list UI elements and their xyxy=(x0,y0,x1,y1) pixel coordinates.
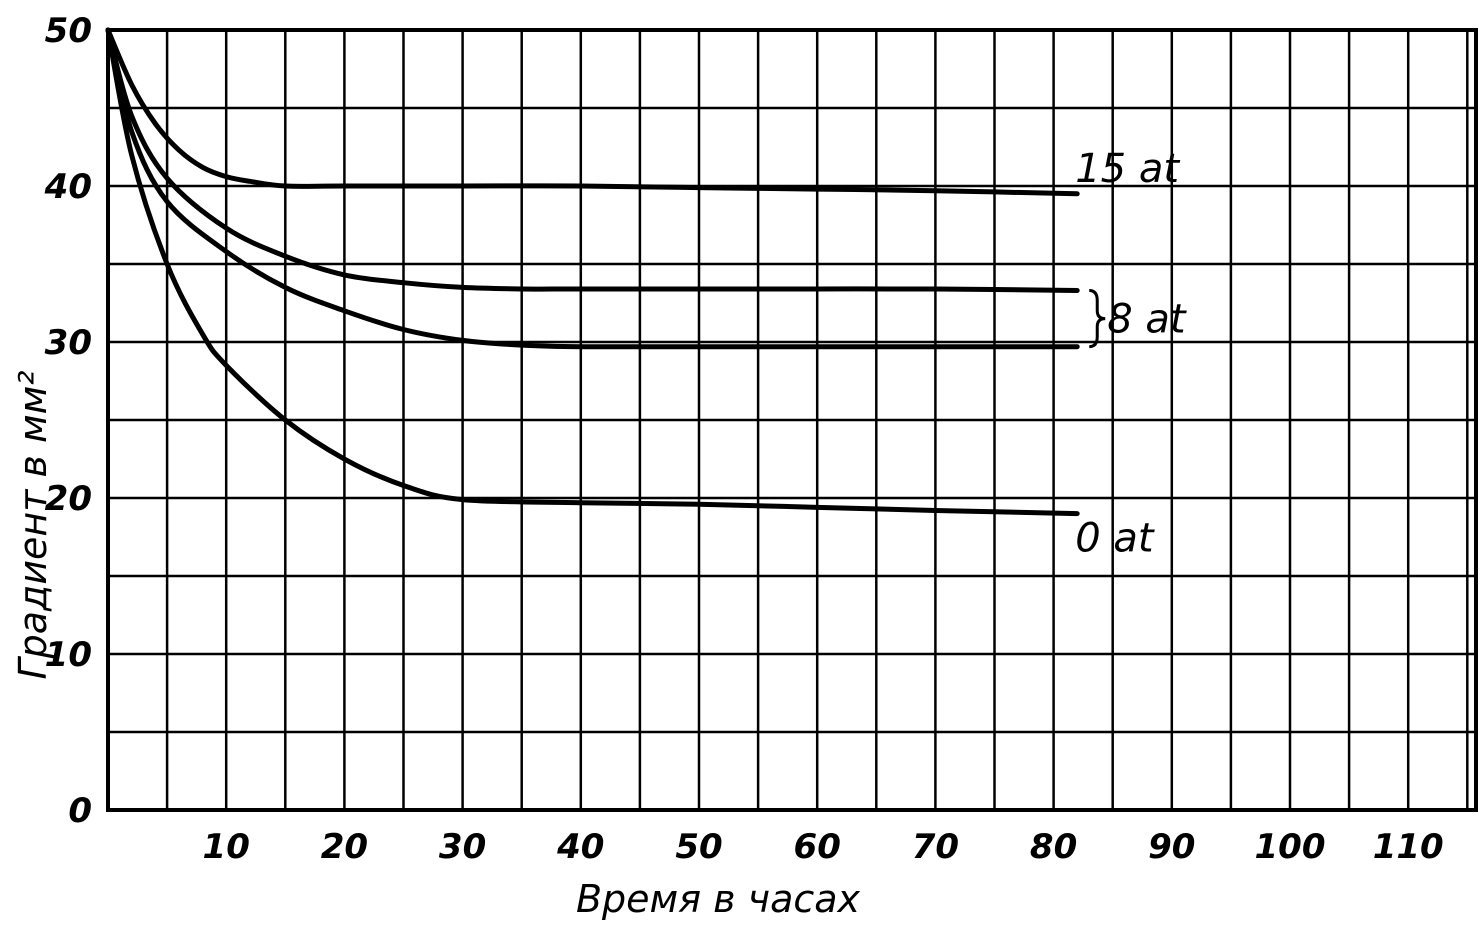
x-tick-label: 40 xyxy=(556,827,604,867)
x-tick-label: 50 xyxy=(675,827,722,867)
y-tick-label: 40 xyxy=(44,167,92,207)
series-line-8at-lower xyxy=(105,27,1080,350)
x-tick-label: 90 xyxy=(1148,827,1195,867)
series-labels: 15 at 8 at 0 at xyxy=(1075,146,1187,562)
x-tick-label: 70 xyxy=(912,827,959,867)
y-tick-label: 10 xyxy=(45,635,92,675)
series-label-15at: 15 at xyxy=(1075,146,1180,192)
series-label-0at: 0 at xyxy=(1075,516,1155,562)
series-line-0at xyxy=(105,27,1080,517)
y-tick-labels: 0 10 20 30 40 50 xyxy=(44,11,92,831)
x-tick-label: 30 xyxy=(439,827,486,867)
y-tick-label: 20 xyxy=(45,479,92,519)
x-tick-label: 110 xyxy=(1373,827,1444,867)
brace-8at xyxy=(1089,289,1106,349)
series-label-8at: 8 at xyxy=(1107,297,1187,343)
plot-frame xyxy=(106,28,1478,812)
y-tick-label: 0 xyxy=(68,791,92,831)
y-tick-label: 50 xyxy=(45,11,92,51)
series-line-15at xyxy=(105,27,1080,197)
series-line-8at-upper xyxy=(105,27,1080,293)
grid xyxy=(106,28,1478,812)
x-tick-label: 20 xyxy=(321,827,368,867)
x-tick-label: 80 xyxy=(1030,827,1077,867)
x-tick-labels: 10 20 30 40 50 60 70 80 90 100 110 xyxy=(203,827,1444,867)
series-group xyxy=(105,27,1080,517)
y-axis-title: Градиент в мм² xyxy=(11,370,55,679)
x-tick-label: 10 xyxy=(203,827,250,867)
y-tick-label: 30 xyxy=(45,323,92,363)
x-axis-title: Время в часах xyxy=(576,877,861,921)
x-tick-label: 60 xyxy=(794,827,841,867)
x-tick-label: 100 xyxy=(1255,827,1326,867)
